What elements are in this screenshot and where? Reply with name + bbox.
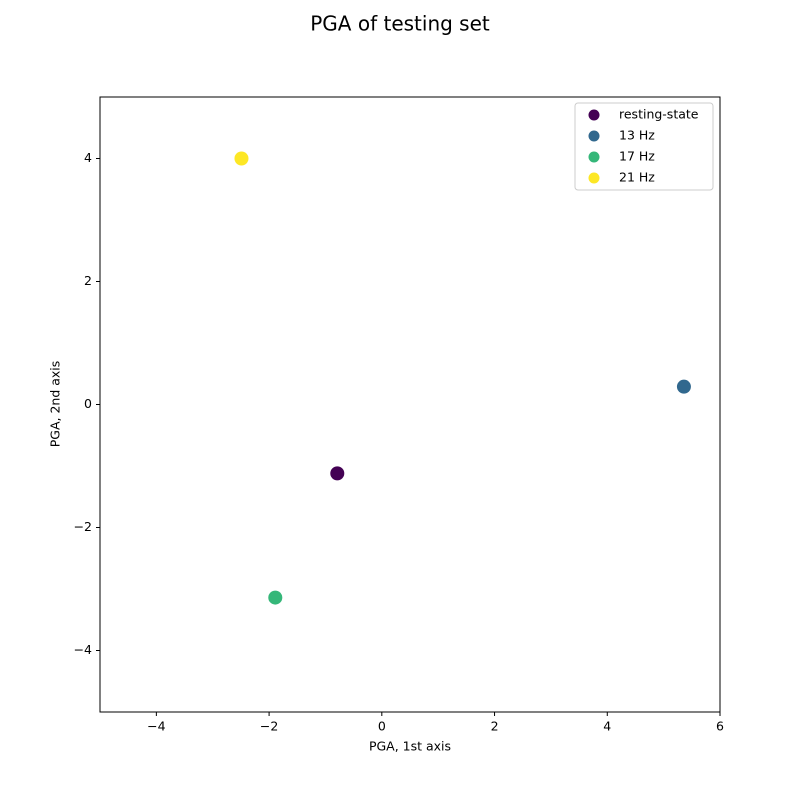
y-tick-label: 0 [84,396,92,411]
point [676,379,691,394]
plot-frame [99,96,721,713]
x-tick-label: 4 [603,719,611,734]
legend-marker [588,109,600,121]
legend-box [574,102,714,191]
legend-label: resting-state [619,107,699,122]
legend-label: 13 Hz [619,128,655,143]
chart-title: PGA of testing set [310,12,490,36]
y-tick-label: −4 [74,642,92,657]
legend-label: 21 Hz [619,170,655,185]
legend-marker [588,172,600,184]
point [234,151,249,166]
y-axis-label: PGA, 2nd axis [48,361,63,448]
legend-label: 17 Hz [619,149,655,164]
legend-marker [588,151,600,163]
point [268,590,283,605]
x-axis-label: PGA, 1st axis [369,739,451,754]
x-tick-label: 6 [716,719,724,734]
y-tick-label: −2 [74,519,92,534]
x-tick-label: 0 [378,719,386,734]
y-tick-label: 2 [84,273,92,288]
x-tick-label: −4 [147,719,165,734]
point [330,466,345,481]
legend-marker [588,130,600,142]
x-tick-label: 2 [491,719,499,734]
y-tick-label: 4 [84,150,92,165]
x-tick-label: −2 [260,719,278,734]
